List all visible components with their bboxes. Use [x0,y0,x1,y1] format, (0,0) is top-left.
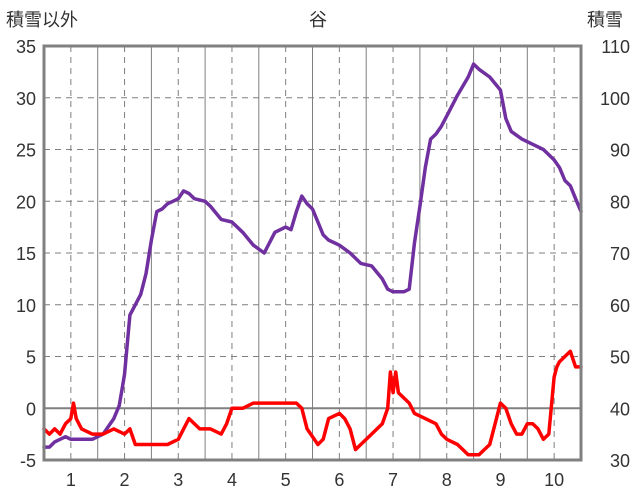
left-axis-label: 積雪以外 [6,10,78,31]
left-tick-label: -5 [20,451,36,471]
left-tick-label: 35 [16,37,36,57]
plot-frame [42,44,583,462]
right-tick-label: 70 [610,244,630,264]
x-tick-label: 6 [334,470,344,490]
left-tick-label: 15 [16,244,36,264]
right-tick-label: 90 [610,141,630,161]
x-tick-label: 5 [281,470,291,490]
right-tick-label: 110 [601,37,630,57]
x-tick-label: 7 [388,470,398,490]
series-line-2 [42,349,583,457]
right-tick-label: 30 [610,451,630,471]
x-tick-label: 8 [442,470,452,490]
x-tick-label: 1 [66,470,76,490]
x-tick-label: 9 [495,470,505,490]
x-tick-label: 10 [544,470,564,490]
x-tick-label: 3 [173,470,183,490]
right-tick-label: 80 [610,192,630,212]
right-tick-label: 60 [610,296,630,316]
x-axis-tick-labels: 1 2 3 4 5 6 7 8 9 10 [66,470,564,490]
x-tick-label: 4 [227,470,237,490]
left-axis-tick-labels: -5 0 5 10 15 20 25 30 35 [16,37,36,471]
right-tick-label: 100 [600,89,630,109]
series-line-1 [42,62,583,449]
left-tick-label: 0 [26,399,36,419]
series-layer [42,62,583,457]
right-tick-label: 50 [610,348,630,368]
left-tick-label: 30 [16,89,36,109]
grid-lines [44,46,581,460]
right-axis-label: 積雪 [587,10,623,31]
left-tick-label: 10 [16,296,36,316]
chart-title: 谷 [309,10,327,31]
x-tick-label: 2 [120,470,130,490]
left-tick-label: 5 [26,348,36,368]
left-tick-label: 25 [16,141,36,161]
right-tick-label: 40 [610,399,630,419]
left-tick-label: 20 [16,192,36,212]
plot-frame-layer [42,44,583,462]
right-axis-tick-labels: 30 40 50 60 70 80 90 100 110 [600,37,630,471]
